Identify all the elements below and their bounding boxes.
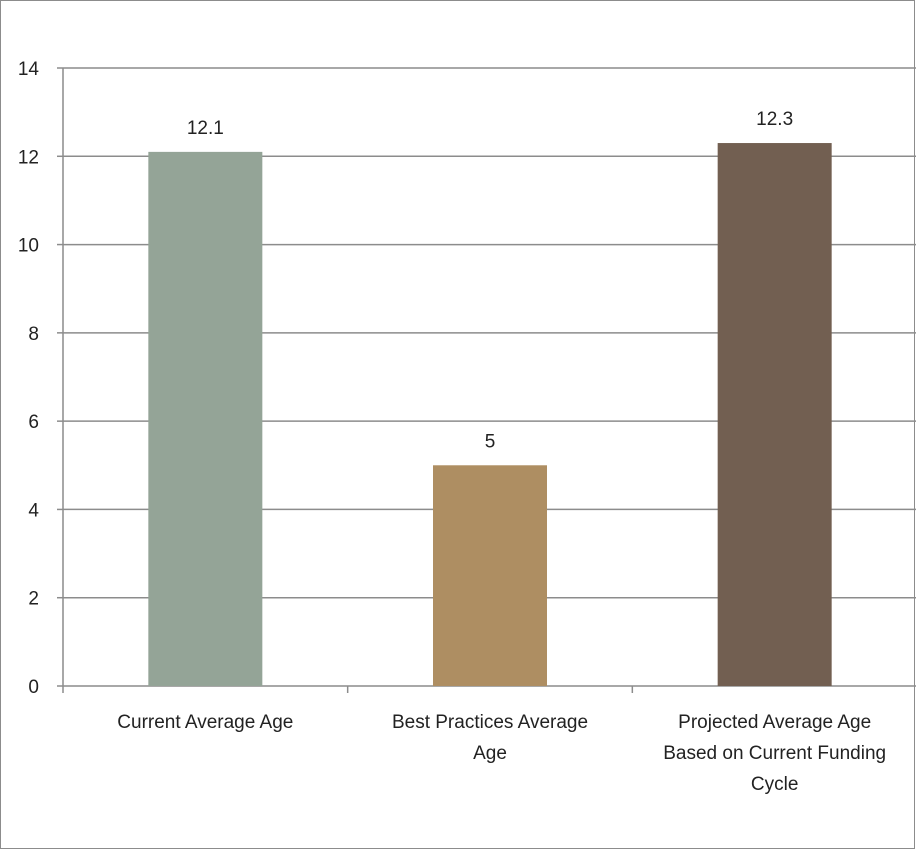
x-category-label: Cycle	[751, 774, 799, 795]
data-label: 12.3	[756, 109, 793, 130]
y-tick-label: 14	[18, 59, 40, 80]
data-label: 5	[485, 431, 496, 452]
y-tick-label: 2	[28, 589, 39, 610]
y-tick-label: 12	[18, 147, 39, 168]
y-tick-label: 6	[28, 412, 39, 433]
y-tick-label: 10	[18, 236, 39, 257]
y-tick-label: 4	[28, 500, 39, 521]
y-tick-label: 0	[28, 677, 39, 698]
x-category-label: Current Average Age	[117, 712, 293, 733]
bar	[148, 151, 263, 686]
labels: 0 2 4 6 8 10 12 14 12.1 Current Average Age 5 Best …	[18, 59, 886, 795]
x-category-label: Best Practices Average	[392, 712, 588, 733]
y-tick-label: 8	[28, 324, 39, 345]
bar	[433, 465, 547, 686]
bar	[717, 143, 832, 687]
bars	[148, 143, 832, 687]
x-category-label: Age	[473, 743, 507, 764]
x-category-label: Projected Average Age	[678, 712, 871, 733]
x-category-label: Based on Current Funding	[663, 743, 886, 764]
data-label: 12.1	[187, 118, 224, 139]
